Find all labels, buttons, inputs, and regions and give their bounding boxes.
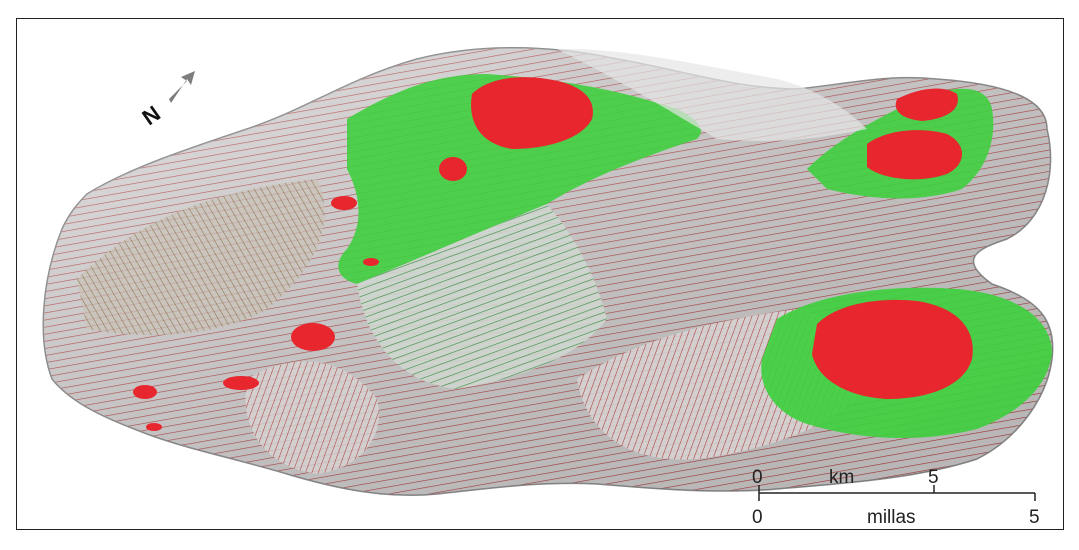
map-frame: N 0 km 5 0 millas 5 xyxy=(16,18,1064,530)
red-spot-7 xyxy=(146,423,162,431)
red-summit-ne-upper xyxy=(895,88,958,121)
red-spot-3 xyxy=(363,258,379,266)
scale-top-tick-5: 5 xyxy=(928,467,939,488)
red-spot-1 xyxy=(439,157,467,181)
red-spot-5 xyxy=(223,376,259,390)
green-ridge xyxy=(338,74,701,284)
north-arrow-icon xyxy=(169,71,195,103)
valley-shading xyxy=(557,48,867,141)
flow-lines-west xyxy=(77,179,325,335)
red-spot-2 xyxy=(331,196,357,210)
scale-bottom-tick-5: 5 xyxy=(1029,507,1040,528)
scale-top-tick-0: 0 xyxy=(752,467,763,488)
terrain-3d-map xyxy=(42,47,1054,497)
north-arrow: N xyxy=(138,71,195,131)
north-label: N xyxy=(138,101,165,131)
red-summit-ne xyxy=(867,130,962,180)
green-slope-streams xyxy=(357,204,607,389)
red-spot-4 xyxy=(291,323,335,351)
red-summit-se xyxy=(812,299,973,399)
red-spot-6 xyxy=(133,385,157,399)
red-summit-north xyxy=(471,77,593,149)
scale-bar: 0 km 5 0 millas 5 xyxy=(752,467,1040,528)
flow-lines-southwest xyxy=(245,361,379,474)
scale-bottom-tick-0: 0 xyxy=(752,507,763,528)
scale-top-unit: km xyxy=(829,467,854,488)
scale-bottom-unit: millas xyxy=(867,507,916,528)
